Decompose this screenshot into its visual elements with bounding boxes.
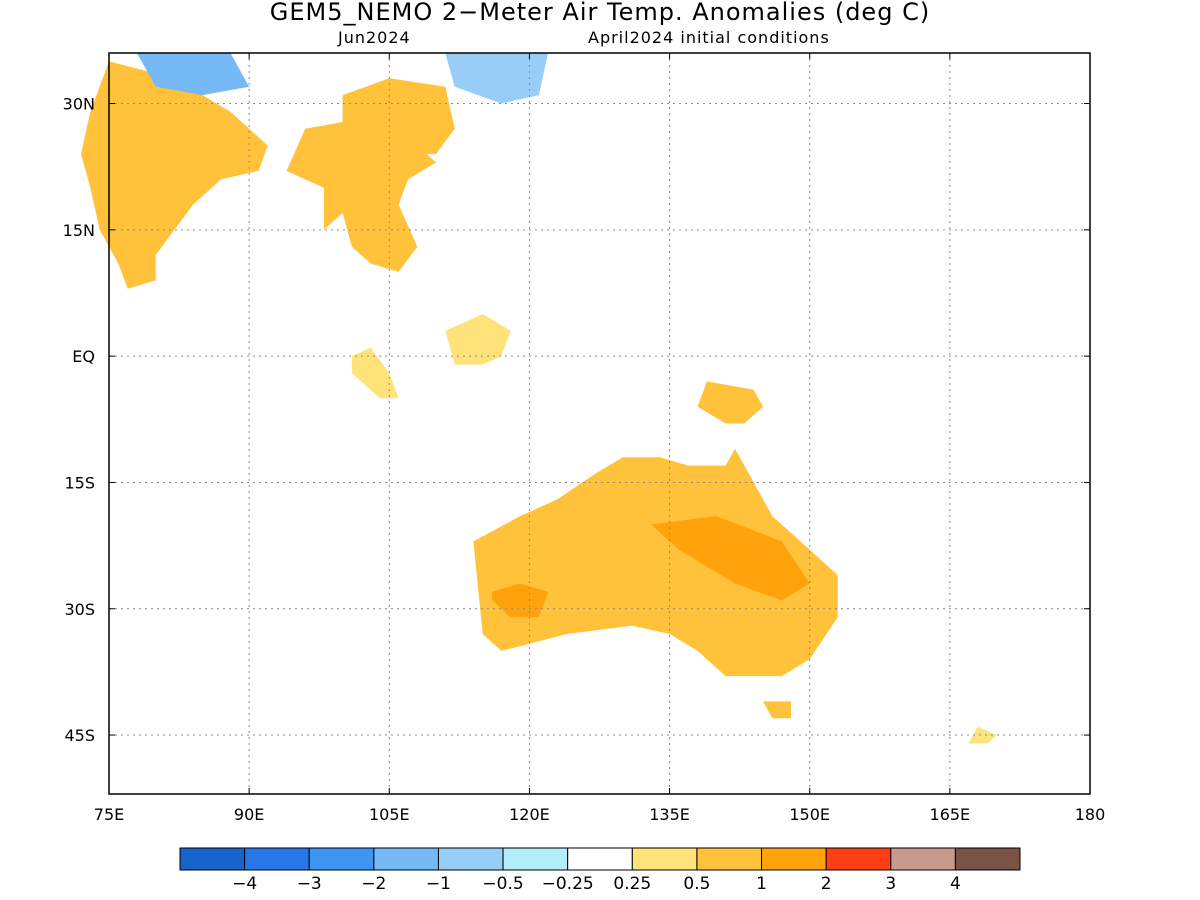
colorbar-swatch bbox=[308, 847, 375, 871]
anomaly-region-china-south bbox=[342, 78, 455, 154]
anomaly-region-borneo bbox=[445, 314, 511, 365]
lon-tick-label: 120E bbox=[509, 805, 550, 824]
longitude-axis: 75E 90E 105E 120E 135E 150E 165E 180 bbox=[94, 53, 1106, 824]
latitude-axis: 30N 15N EQ 15S 30S 45S bbox=[63, 95, 1090, 745]
colorbar-label: 4 bbox=[950, 874, 961, 894]
lat-tick-label: 15N bbox=[63, 221, 95, 240]
colorbar-swatch bbox=[373, 847, 439, 871]
lon-tick-label: 90E bbox=[234, 805, 264, 824]
colorbar-swatch bbox=[502, 847, 569, 871]
colorbar-label: −0.5 bbox=[482, 874, 523, 894]
anomaly-region-new-zealand bbox=[968, 726, 997, 744]
anomaly-region-india-west bbox=[81, 61, 268, 289]
colorbar-label: −1 bbox=[426, 874, 451, 894]
anomaly-regions bbox=[81, 53, 997, 744]
lon-tick-label: 165E bbox=[930, 805, 971, 824]
colorbar-swatch bbox=[567, 847, 633, 871]
initial-conditions-label: April2024 initial conditions bbox=[588, 28, 830, 47]
colorbar-label: 2 bbox=[821, 874, 832, 894]
colorbar-label: −3 bbox=[297, 874, 322, 894]
chart-title: GEM5_NEMO 2−Meter Air Temp. Anomalies (d… bbox=[269, 0, 931, 26]
colorbar: −4 −3 −2 −1 −0.5 −0.25 0.25 0.5 1 2 3 4 bbox=[179, 847, 1021, 894]
colorbar-swatch bbox=[179, 847, 246, 871]
colorbar-swatch bbox=[437, 847, 504, 871]
colorbar-label: 0.5 bbox=[683, 874, 710, 894]
colorbar-swatch bbox=[890, 847, 956, 871]
colorbar-swatch bbox=[761, 847, 827, 871]
anomaly-region-sumatra bbox=[351, 347, 399, 399]
colorbar-swatch bbox=[954, 847, 1021, 871]
colorbar-label: 0.25 bbox=[613, 874, 651, 894]
map-frame bbox=[108, 52, 1091, 795]
lon-tick-label: 75E bbox=[94, 805, 124, 824]
anomaly-region-australia-core bbox=[650, 516, 810, 601]
lat-tick-label: 30S bbox=[64, 600, 95, 619]
colorbar-swatch bbox=[244, 847, 310, 871]
anomaly-region-png bbox=[697, 381, 763, 424]
lon-tick-label: 135E bbox=[649, 805, 690, 824]
anomaly-region-indochina bbox=[286, 120, 436, 272]
colorbar-swatch bbox=[825, 847, 892, 871]
lon-tick-label: 150E bbox=[789, 805, 830, 824]
anomaly-region-tasmania bbox=[763, 701, 791, 719]
lat-tick-label: 45S bbox=[64, 726, 95, 745]
colorbar-label: 3 bbox=[885, 874, 896, 894]
lat-tick-label: 15S bbox=[64, 473, 95, 492]
colorbar-label: −4 bbox=[232, 874, 257, 894]
lon-tick-label: 180 bbox=[1075, 805, 1106, 824]
colorbar-label: 1 bbox=[756, 874, 767, 894]
lon-tick-label: 105E bbox=[369, 805, 410, 824]
map-gridlines bbox=[109, 53, 1090, 794]
colorbar-swatch bbox=[696, 847, 763, 871]
colorbar-label: −0.25 bbox=[542, 874, 594, 894]
anomaly-region-asia-north-cold bbox=[137, 53, 250, 96]
lat-tick-label: EQ bbox=[72, 347, 95, 366]
anomaly-region-australia bbox=[473, 448, 838, 677]
colorbar-swatch bbox=[631, 847, 698, 871]
colorbar-label: −2 bbox=[361, 874, 386, 894]
lat-tick-label: 30N bbox=[63, 95, 95, 114]
anomaly-region-china-east-cold bbox=[445, 53, 549, 104]
month-label: Jun2024 bbox=[338, 28, 411, 47]
